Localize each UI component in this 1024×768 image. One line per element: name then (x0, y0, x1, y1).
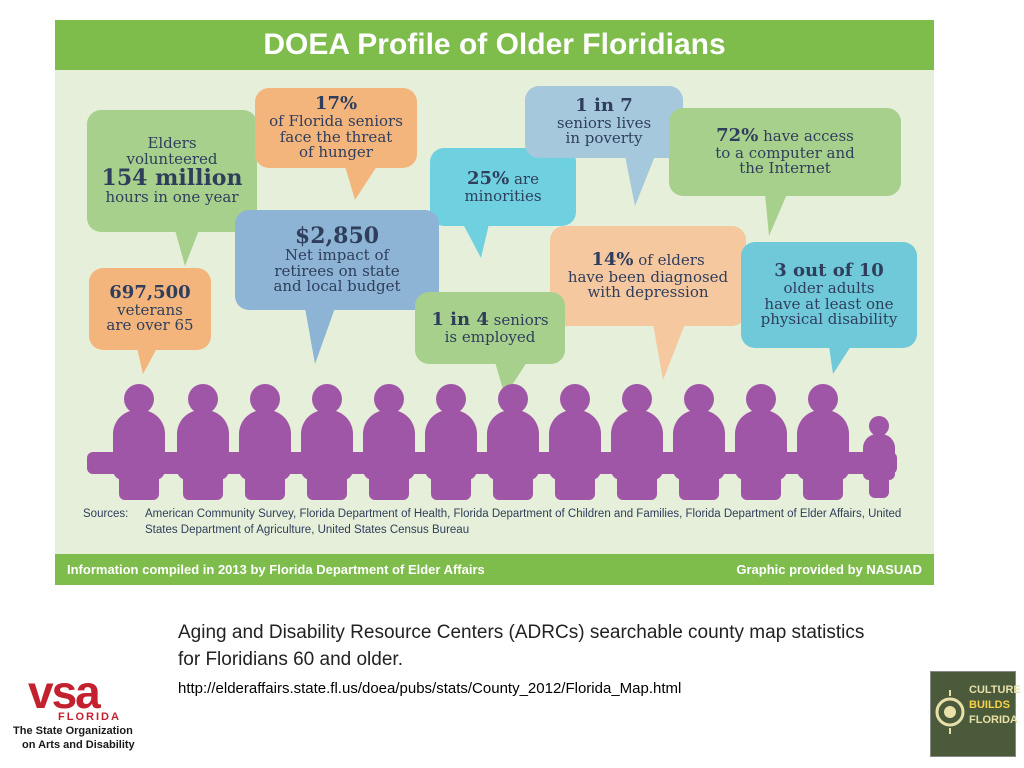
sources-text: American Community Survey, Florida Depar… (145, 508, 902, 537)
computer-tail (765, 194, 787, 236)
employed-rest: seniors (493, 310, 549, 329)
depression-line1: 14% of elders (591, 248, 705, 270)
computer-line2: to a computer and (715, 143, 855, 162)
infographic-title: DOEA Profile of Older Floridians (55, 20, 934, 70)
volunteer-line1: Elders (147, 133, 197, 152)
computer-rest: have access (763, 126, 854, 145)
caption: Aging and Disability Resource Centers (A… (178, 622, 865, 670)
hunger-line3: of hunger (299, 143, 373, 162)
depression-line3: with depression (587, 283, 709, 302)
budget-stat: $2,850 (294, 222, 380, 249)
disability-line1: older adults (783, 278, 875, 297)
minorities-line1: 25% are (467, 167, 539, 189)
vsa-florida-label: FLORIDA (58, 711, 121, 723)
volunteer-bubble: Elders volunteered 154 million hours in … (87, 110, 257, 232)
infographic: DOEA Profile of Older Floridians Elders … (55, 20, 934, 585)
veterans-bubble: 697,500 veterans are over 65 (89, 268, 211, 350)
poverty-line1: seniors lives (556, 113, 652, 132)
minorities-rest: are (513, 169, 539, 188)
poverty-bubble: 1 in 7 seniors lives in poverty (525, 86, 683, 158)
footer-left: Information compiled in 2013 by Florida … (67, 562, 485, 577)
cbf-line3: FLORIDA (969, 714, 1018, 726)
depression-bubble: 14% of elders have been diagnosed with d… (550, 226, 746, 326)
depression-rest: of elders (638, 250, 705, 269)
hunger-bubble: 17% of Florida seniors face the threat o… (255, 88, 417, 168)
disability-line2: have at least one (764, 294, 894, 313)
depression-tail (653, 324, 685, 380)
budget-tail (305, 308, 335, 364)
veterans-tail (137, 348, 157, 374)
poverty-tail (625, 156, 655, 206)
cbf-line1: CULTURE (969, 684, 1021, 696)
minorities-bubble: 25% are minorities (430, 148, 576, 226)
footer-bar: Information compiled in 2013 by Florida … (55, 554, 934, 585)
computer-bubble: 72% have access to a computer and the In… (669, 108, 901, 196)
depression-stat: 14% (591, 248, 634, 270)
sun-emblem-icon (935, 690, 965, 734)
veterans-line2: are over 65 (106, 316, 194, 335)
budget-line3: and local budget (273, 277, 401, 296)
vsa-tagline-1: The State Organization (13, 725, 133, 737)
employed-line1: 1 in 4 seniors (431, 308, 549, 330)
employed-bubble: 1 in 4 seniors is employed (415, 292, 565, 364)
computer-line3: the Internet (739, 159, 831, 178)
culture-builds-florida-logo: CULTURE BUILDS FLORIDA (930, 671, 1021, 757)
vsa-logo: vsa (28, 666, 101, 718)
volunteer-line3: hours in one year (105, 188, 239, 207)
footer-right: Graphic provided by NASUAD (736, 562, 922, 577)
disability-bubble: 3 out of 10 older adults have at least o… (741, 242, 917, 348)
veterans-line1: veterans (117, 300, 183, 319)
budget-line1: Net impact of (284, 245, 390, 264)
disability-tail (829, 346, 851, 374)
source-url-link[interactable]: http://elderaffairs.state.fl.us/doea/pub… (178, 680, 682, 697)
hunger-line2: face the threat (279, 127, 393, 146)
hunger-line1: of Florida seniors (269, 111, 403, 130)
vsa-tagline-2: on Arts and Disability (22, 739, 135, 751)
minorities-tail (463, 224, 489, 258)
budget-bubble: $2,850 Net impact of retirees on state a… (235, 210, 439, 310)
cbf-line2: BUILDS (969, 699, 1010, 711)
hunger-tail (345, 166, 377, 200)
depression-line2: have been diagnosed (567, 267, 729, 286)
minorities-line2: minorities (464, 186, 542, 205)
disability-line3: physical disability (760, 310, 898, 329)
volunteer-line2: volunteered (126, 149, 218, 168)
minorities-stat: 25% (467, 167, 510, 189)
poverty-stat: 1 in 7 (575, 94, 633, 116)
volunteer-tail (175, 230, 199, 266)
employed-stat: 1 in 4 (431, 308, 489, 330)
volunteer-stat: 154 million (101, 165, 243, 192)
budget-line2: retirees on state (274, 261, 400, 280)
employed-line2: is employed (444, 327, 536, 346)
sources-label: Sources: (83, 508, 129, 520)
poverty-line2: in poverty (565, 129, 643, 148)
computer-line1: 72% have access (716, 124, 854, 146)
computer-stat: 72% (716, 124, 759, 146)
hunger-stat: 17% (314, 92, 358, 114)
disability-stat: 3 out of 10 (774, 259, 884, 281)
veterans-stat: 697,500 (109, 281, 191, 303)
